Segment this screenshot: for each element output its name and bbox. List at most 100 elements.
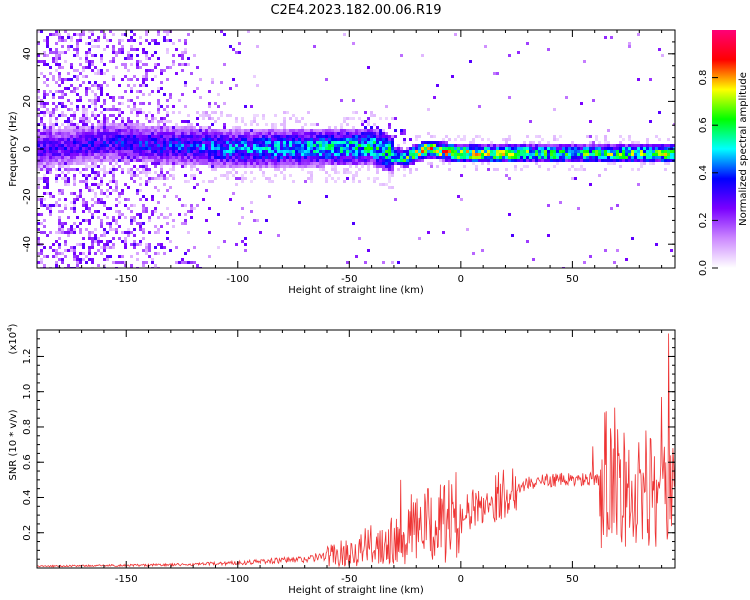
spectrogram-cell xyxy=(172,153,175,156)
spectrogram-cell xyxy=(235,126,238,129)
spectrogram-cell xyxy=(283,141,286,144)
spectrogram-cell xyxy=(214,153,217,156)
spectrogram-cell xyxy=(475,144,478,147)
spectrogram-cell xyxy=(388,138,391,141)
spectrogram-cell xyxy=(232,150,235,153)
spectrogram-cell xyxy=(115,162,118,165)
spectrogram-cell xyxy=(130,141,133,144)
spectrogram-cell xyxy=(358,135,361,138)
spectrogram-cell xyxy=(133,141,136,144)
spectrogram-cell xyxy=(343,141,346,144)
spectrogram-cell xyxy=(640,153,643,156)
spectrogram-cell xyxy=(145,180,148,183)
spectrogram-cell xyxy=(277,234,280,237)
spectrogram-cell xyxy=(292,129,295,132)
spectrogram-cell xyxy=(412,156,415,159)
spectrogram-cell xyxy=(85,261,88,264)
spectrogram-cell xyxy=(61,231,64,234)
spectrogram-cell xyxy=(154,264,157,267)
spectrogram-cell xyxy=(589,141,592,144)
spectrogram-cell xyxy=(268,156,271,159)
spectrogram-cell xyxy=(265,141,268,144)
spectrogram-cell xyxy=(214,168,217,171)
spectrogram-cell xyxy=(133,180,136,183)
spectrogram-cell xyxy=(163,69,166,72)
spectrogram-cell xyxy=(346,162,349,165)
spectrogram-cell xyxy=(352,153,355,156)
spectrogram-cell xyxy=(193,159,196,162)
spectrogram-cell xyxy=(112,237,115,240)
spectrogram-cell xyxy=(268,162,271,165)
spectrogram-cell xyxy=(76,168,79,171)
spectrogram-cell xyxy=(88,129,91,132)
spectrogram-cell xyxy=(70,138,73,141)
spectrogram-cell xyxy=(64,30,67,33)
spectrogram-cell xyxy=(559,150,562,153)
spectrogram-cell xyxy=(91,63,94,66)
spectrogram-cell xyxy=(340,156,343,159)
spectrogram-cell xyxy=(148,102,151,105)
spectrogram-cell xyxy=(109,30,112,33)
spectrogram-cell xyxy=(268,141,271,144)
spectrogram-cell xyxy=(124,66,127,69)
spectrogram-cell xyxy=(100,150,103,153)
spectrogram-cell xyxy=(583,144,586,147)
spectrogram-cell xyxy=(478,156,481,159)
spectrogram-cell xyxy=(85,138,88,141)
spectrogram-cell xyxy=(469,147,472,150)
spectrogram-cell xyxy=(541,159,544,162)
spectrogram-cell xyxy=(163,150,166,153)
spectrogram-cell xyxy=(82,168,85,171)
spectrogram-cell xyxy=(136,66,139,69)
spectrogram-cell xyxy=(157,138,160,141)
spectrogram-cell xyxy=(73,135,76,138)
spectrogram-cell xyxy=(247,129,250,132)
spectrogram-cell xyxy=(43,138,46,141)
spectrogram-cell xyxy=(280,162,283,165)
spectrogram-cell xyxy=(388,162,391,165)
spectrogram-cell xyxy=(85,129,88,132)
spectrogram-cell xyxy=(118,108,121,111)
spectrogram-cell xyxy=(271,147,274,150)
spectrogram-cell xyxy=(76,138,79,141)
spectrogram-cell xyxy=(163,117,166,120)
spectrogram-cell xyxy=(73,180,76,183)
spectrogram-cell xyxy=(421,156,424,159)
spectrogram-cell xyxy=(58,135,61,138)
spectrogram-cell xyxy=(94,141,97,144)
spectrogram-cell xyxy=(211,159,214,162)
spectrogram-cell xyxy=(148,219,151,222)
spectrogram-cell xyxy=(103,147,106,150)
spectrogram-cell xyxy=(361,165,364,168)
spectrogram-cell xyxy=(109,159,112,162)
spectrogram-cell xyxy=(529,144,532,147)
spectrogram-cell xyxy=(145,141,148,144)
spectrogram-cell xyxy=(142,111,145,114)
spectrogram-cell xyxy=(133,153,136,156)
spectrogram-cell xyxy=(58,174,61,177)
spectrogram-cell xyxy=(196,135,199,138)
spectrogram-cell xyxy=(361,144,364,147)
spectrogram-cell xyxy=(91,171,94,174)
spectrogram-cell xyxy=(103,249,106,252)
spectrogram-cell xyxy=(52,126,55,129)
spectrogram-cell xyxy=(94,228,97,231)
spectrogram-cell xyxy=(148,144,151,147)
spectrogram-cell xyxy=(133,240,136,243)
spectrogram-cell xyxy=(124,240,127,243)
spectrogram-cell xyxy=(628,159,631,162)
spectrogram-cell xyxy=(556,153,559,156)
spectrogram-cell xyxy=(430,150,433,153)
spectrogram-cell xyxy=(538,150,541,153)
spectrogram-cell xyxy=(85,90,88,93)
spectrogram-cell xyxy=(145,162,148,165)
spectrogram-cell xyxy=(172,111,175,114)
spectrogram-cell xyxy=(454,159,457,162)
spectrogram-cell xyxy=(250,141,253,144)
spectrogram-cell xyxy=(376,153,379,156)
spectrogram-cell xyxy=(307,144,310,147)
spectrogram-cell xyxy=(238,135,241,138)
spectrogram-cell xyxy=(325,132,328,135)
spectrogram-cell xyxy=(589,120,592,123)
spectrogram-cell xyxy=(82,111,85,114)
